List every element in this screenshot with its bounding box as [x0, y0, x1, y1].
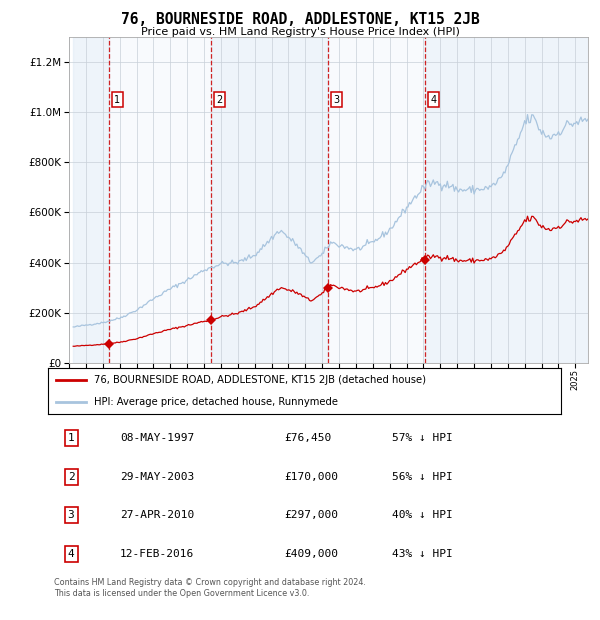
- Text: 2: 2: [216, 95, 223, 105]
- Text: 56% ↓ HPI: 56% ↓ HPI: [392, 472, 452, 482]
- Text: 76, BOURNESIDE ROAD, ADDLESTONE, KT15 2JB: 76, BOURNESIDE ROAD, ADDLESTONE, KT15 2J…: [121, 12, 479, 27]
- Text: 2: 2: [68, 472, 74, 482]
- Text: 3: 3: [68, 510, 74, 520]
- Bar: [109, 37, 211, 363]
- Text: Price paid vs. HM Land Registry's House Price Index (HPI): Price paid vs. HM Land Registry's House …: [140, 27, 460, 37]
- Text: 40% ↓ HPI: 40% ↓ HPI: [392, 510, 452, 520]
- Text: £297,000: £297,000: [284, 510, 338, 520]
- Text: 3: 3: [333, 95, 339, 105]
- Text: 43% ↓ HPI: 43% ↓ HPI: [392, 549, 452, 559]
- Bar: [73, 37, 109, 363]
- Bar: [425, 37, 588, 363]
- Text: 29-MAY-2003: 29-MAY-2003: [120, 472, 194, 482]
- Text: Contains HM Land Registry data © Crown copyright and database right 2024.: Contains HM Land Registry data © Crown c…: [54, 578, 366, 587]
- Text: 08-MAY-1997: 08-MAY-1997: [120, 433, 194, 443]
- Text: £170,000: £170,000: [284, 472, 338, 482]
- Bar: [211, 37, 328, 363]
- Text: HPI: Average price, detached house, Runnymede: HPI: Average price, detached house, Runn…: [94, 397, 338, 407]
- Text: 4: 4: [431, 95, 437, 105]
- Text: This data is licensed under the Open Government Licence v3.0.: This data is licensed under the Open Gov…: [54, 589, 310, 598]
- Text: 1: 1: [68, 433, 74, 443]
- Text: 1: 1: [114, 95, 121, 105]
- Text: 4: 4: [68, 549, 74, 559]
- Bar: [328, 37, 425, 363]
- Text: £76,450: £76,450: [284, 433, 331, 443]
- Text: 57% ↓ HPI: 57% ↓ HPI: [392, 433, 452, 443]
- Text: £409,000: £409,000: [284, 549, 338, 559]
- Text: 12-FEB-2016: 12-FEB-2016: [120, 549, 194, 559]
- Text: 27-APR-2010: 27-APR-2010: [120, 510, 194, 520]
- Text: 76, BOURNESIDE ROAD, ADDLESTONE, KT15 2JB (detached house): 76, BOURNESIDE ROAD, ADDLESTONE, KT15 2J…: [94, 375, 426, 385]
